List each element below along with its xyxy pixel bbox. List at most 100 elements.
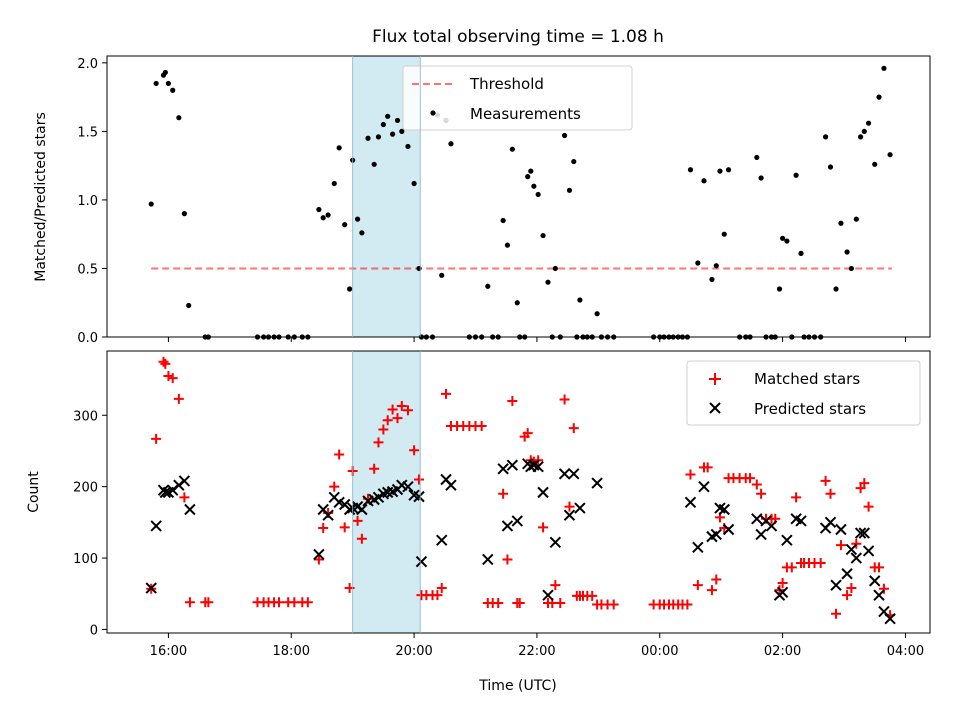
predicted-star-point	[873, 589, 885, 601]
measurement-point	[153, 80, 159, 87]
predicted-star-point	[506, 459, 519, 471]
measurement-point	[531, 183, 537, 189]
bottom-x-tick-label: 20:00	[395, 644, 432, 659]
matched-star-point	[409, 445, 420, 456]
measurement-point	[181, 211, 187, 217]
measurement-point	[411, 180, 417, 187]
matched-star-point	[318, 523, 329, 534]
predicted-star-point	[722, 523, 735, 536]
measurement-point	[566, 187, 573, 193]
bottom-plot-frame	[106, 350, 931, 634]
measurement-point	[514, 300, 520, 306]
measurement-point	[793, 172, 799, 178]
top-legend-box	[402, 65, 633, 131]
matched-star-point	[493, 598, 504, 609]
measurement-point	[504, 242, 511, 248]
matched-star-point	[842, 590, 853, 601]
matched-star-point	[568, 423, 579, 434]
predicted-star-point	[858, 527, 870, 539]
matched-star-point	[373, 437, 384, 448]
matched-star-point	[878, 583, 889, 594]
measurement-point	[721, 231, 727, 237]
measurement-point	[354, 216, 361, 222]
measurement-point	[186, 302, 192, 309]
measurement-point	[887, 152, 893, 158]
matched-star-point	[522, 428, 533, 439]
matched-star-point	[559, 394, 570, 405]
measurement-point	[717, 168, 723, 174]
predicted-star-point	[482, 553, 494, 566]
predicted-star-point	[751, 513, 763, 525]
matched-star-point	[441, 388, 452, 399]
predicted-star-point	[178, 475, 191, 487]
measurement-point	[416, 265, 422, 272]
top-y-tick-label: 1.5	[77, 125, 98, 140]
matched-star-point	[564, 501, 575, 512]
top-panel: 0.00.51.01.52.0 Matched/Predicted stars …	[33, 55, 931, 346]
matched-star-point	[851, 538, 862, 549]
bottom-x-ticks: 16:00 18:00 20:00 22:00 00:00 02:00 04:00	[150, 633, 924, 659]
measurement-point	[525, 174, 531, 180]
matched-star-point	[682, 599, 693, 610]
matched-star-point	[874, 562, 885, 573]
measurement-point	[784, 238, 790, 244]
measurement-point	[359, 230, 365, 236]
predicted-star-point	[869, 575, 881, 587]
predicted-star-point	[845, 543, 858, 556]
predicted-star-point	[402, 480, 414, 493]
predicted-star-point	[591, 477, 603, 489]
matched-star-point	[313, 554, 324, 565]
matched-star-point	[550, 580, 561, 591]
x-axis-label: Time (UTC)	[478, 678, 556, 694]
matched-star-point	[863, 501, 874, 512]
top-legend: Threshold Measurements	[402, 65, 633, 131]
matched-star-point	[173, 393, 184, 404]
matched-star-point	[302, 597, 313, 608]
matched-star-point	[791, 492, 802, 503]
predicted-star-point	[884, 613, 896, 625]
predicted-star-point	[322, 509, 334, 521]
measurement-point	[535, 191, 541, 198]
measurement-point	[865, 120, 872, 126]
measurement-point	[336, 145, 342, 151]
bottom-plot-marks	[145, 356, 896, 625]
matched-star-point	[203, 597, 214, 608]
bottom-y-axis-label: Count	[26, 471, 42, 513]
matched-star-point	[179, 492, 190, 503]
matched-star-point	[369, 463, 380, 474]
bottom-x-tick-label: 02:00	[764, 644, 801, 659]
measurement-point	[838, 220, 844, 226]
matched-star-point	[711, 574, 722, 585]
legend-matched-label: Matched stars	[754, 370, 860, 388]
bottom-panel: 0 100 200 300 16:00 18:00 20:00 22:00 00:00 02:0…	[26, 350, 931, 694]
measurement-point	[798, 250, 804, 256]
measurement-point	[380, 121, 386, 128]
measurement-point	[695, 260, 701, 266]
legend-predicted-swatch	[709, 402, 721, 414]
matched-star-point	[356, 533, 367, 544]
legend-threshold-label: Threshold	[469, 75, 544, 93]
matched-star-point	[476, 420, 487, 431]
matched-star-point	[859, 478, 870, 489]
predicted-star-point	[501, 520, 514, 532]
matched-star-point	[702, 462, 713, 473]
measurement-point	[687, 167, 694, 173]
measurement-point	[148, 201, 154, 207]
legend-predicted-label: Predicted stars	[754, 400, 866, 418]
measurement-point	[848, 265, 854, 272]
measurement-point	[394, 117, 401, 124]
bottom-x-tick-label: 18:00	[273, 644, 310, 659]
predicted-star-point	[563, 509, 576, 521]
measurement-point	[439, 272, 445, 278]
matched-star-point	[160, 358, 171, 369]
measurement-point	[389, 131, 396, 137]
predicted-star-point	[159, 486, 172, 499]
predicted-star-point	[313, 548, 325, 561]
predicted-star-point	[150, 520, 162, 532]
measurement-point	[176, 115, 182, 121]
matched-star-point	[498, 488, 509, 499]
matched-star-point	[273, 597, 284, 608]
matched-star-point	[777, 578, 788, 589]
matched-star-point	[352, 515, 363, 526]
